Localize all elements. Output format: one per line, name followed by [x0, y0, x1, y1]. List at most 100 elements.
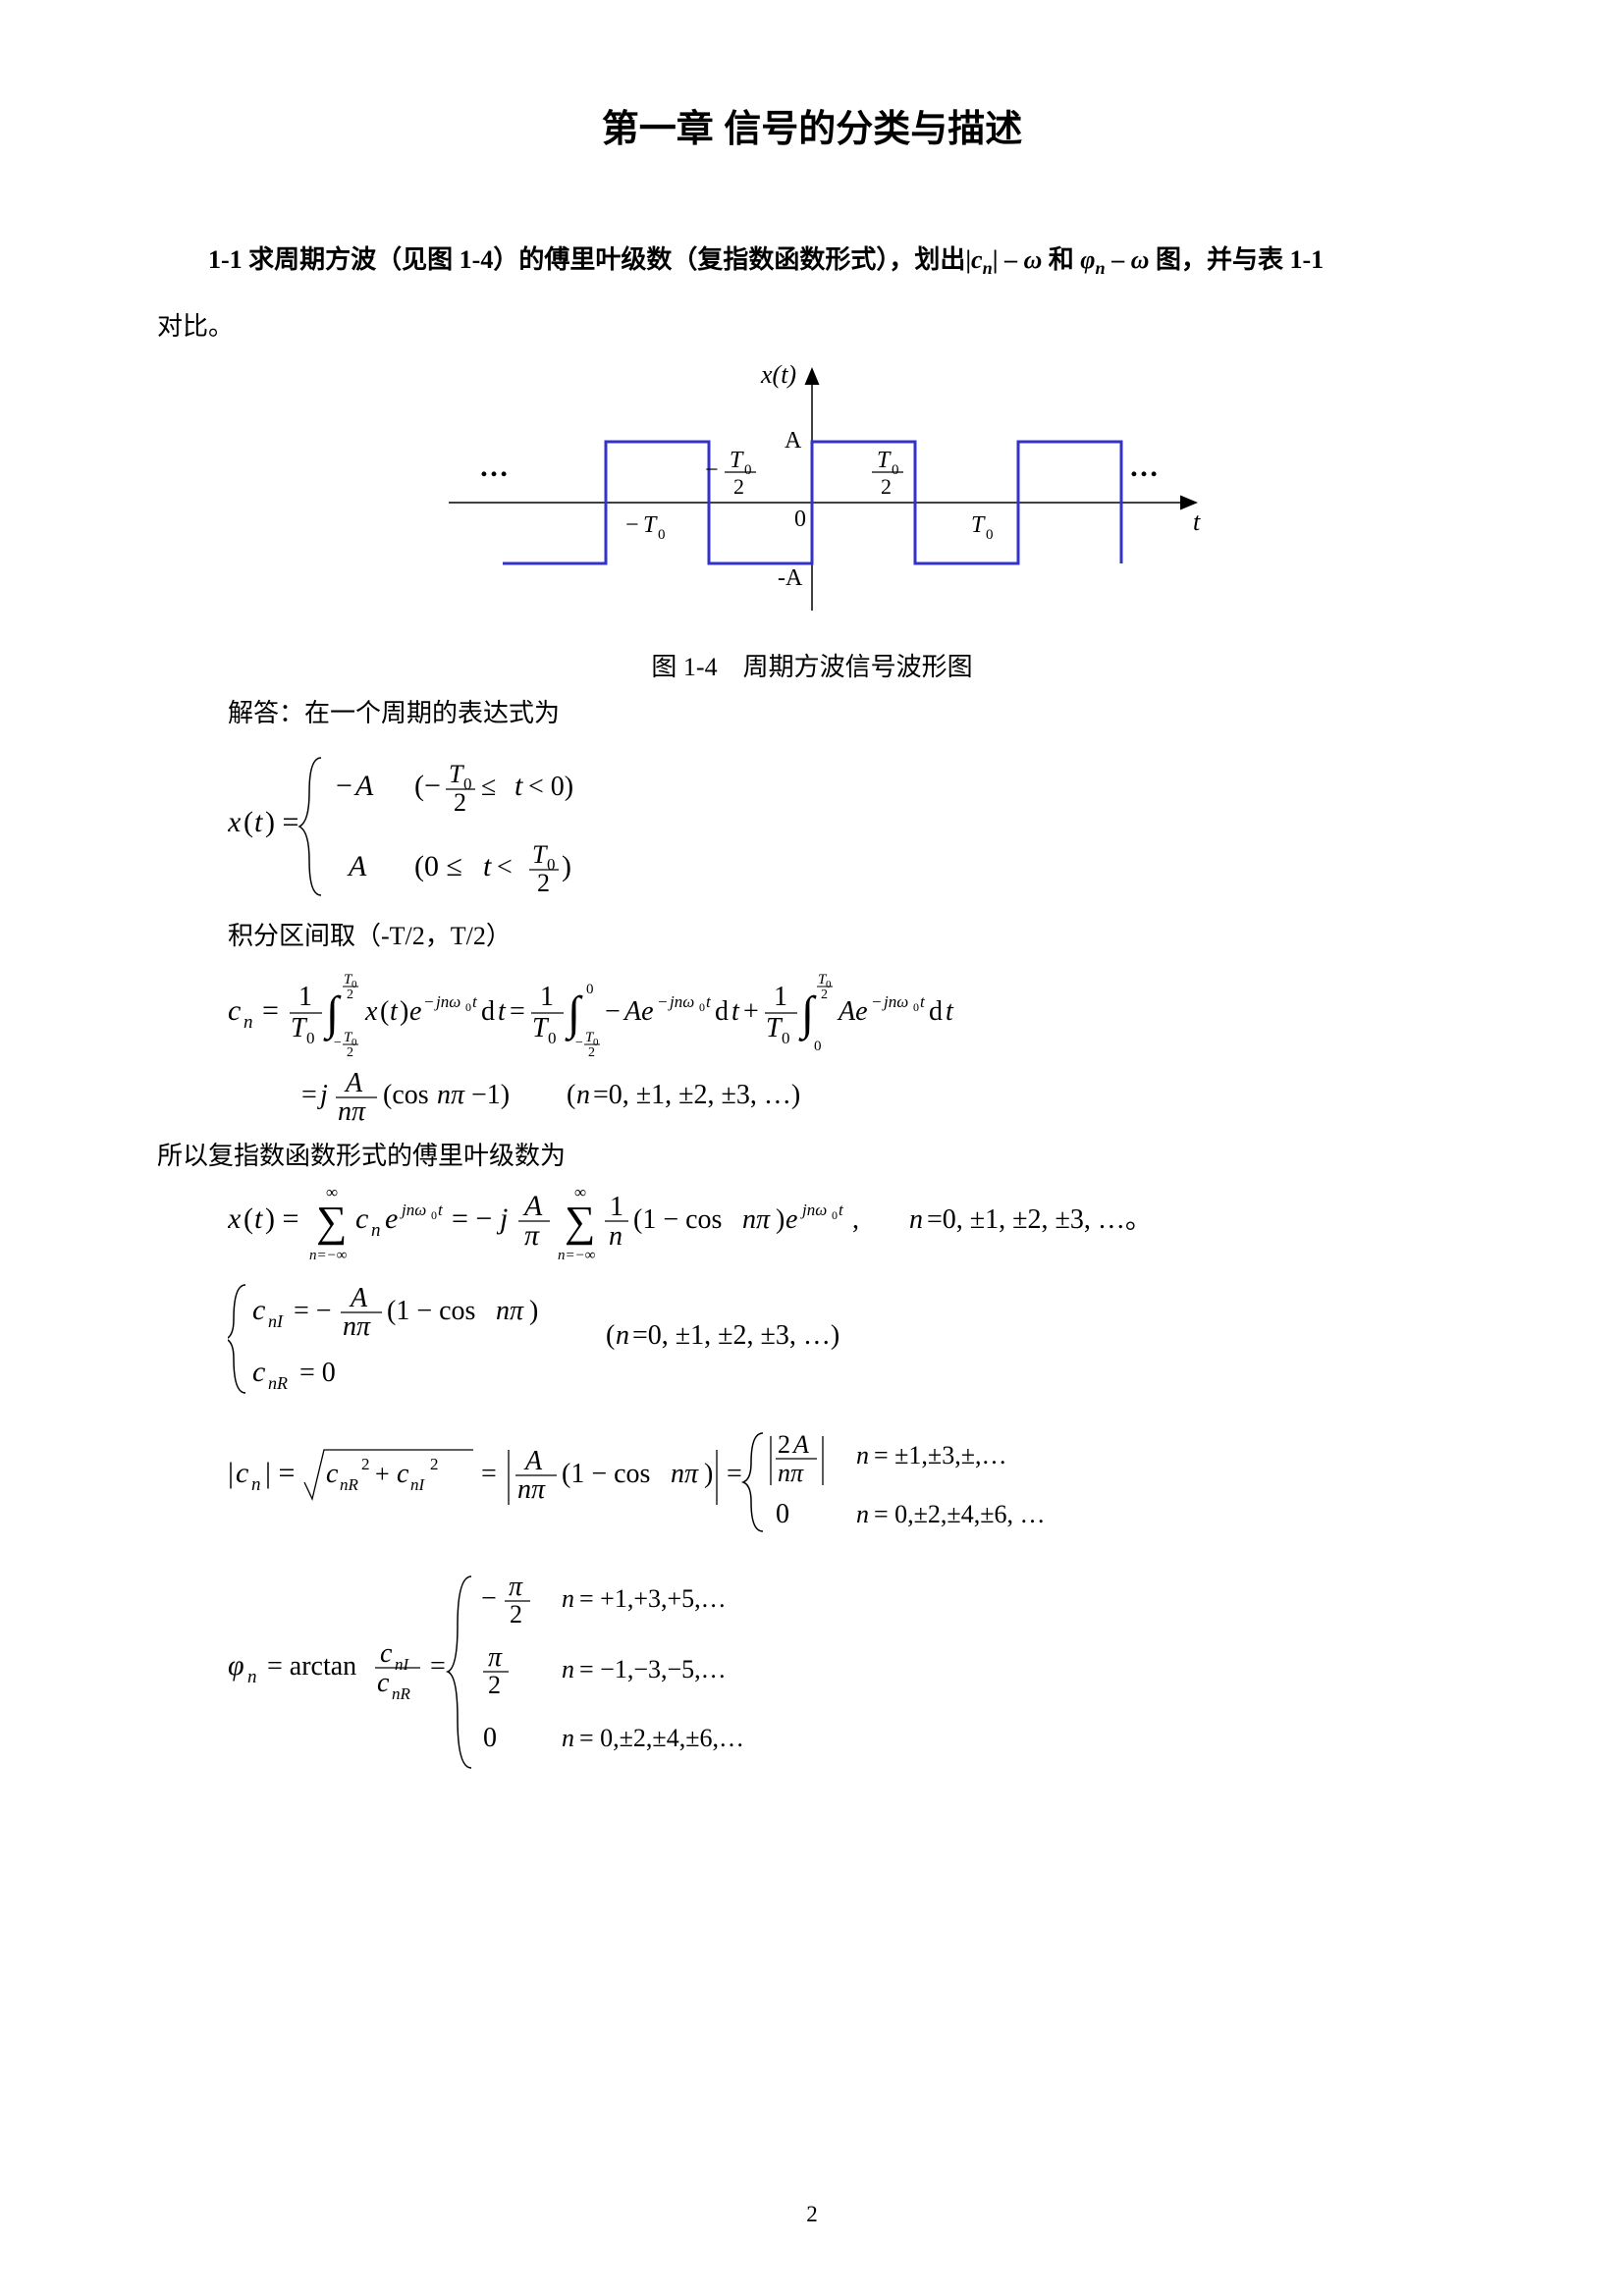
- svg-text:n: n: [244, 1012, 253, 1033]
- svg-text:0: 0: [586, 982, 594, 997]
- svg-text:t: t: [498, 996, 507, 1027]
- svg-text:2: 2: [510, 1600, 522, 1629]
- svg-text:=0, ±1, ±2, ±3, …): =0, ±1, ±2, ±3, …): [632, 1320, 839, 1351]
- svg-text:A: A: [791, 1430, 809, 1459]
- svg-text:t: t: [706, 992, 712, 1011]
- svg-text:=0, ±1, ±2, ±3, …。: =0, ±1, ±2, ±3, …。: [927, 1204, 1153, 1235]
- svg-text:−: −: [625, 512, 639, 538]
- svg-text:∑: ∑: [565, 1198, 595, 1246]
- svg-text:0: 0: [483, 1723, 497, 1753]
- svg-text:x: x: [228, 1202, 242, 1235]
- svg-text:=: =: [301, 1080, 317, 1110]
- svg-text:(: (: [567, 1080, 575, 1110]
- conclusion-line: 所以复指数函数形式的傅里叶级数为: [157, 1136, 1467, 1172]
- svg-text:n: n: [371, 1220, 381, 1241]
- svg-text:0: 0: [658, 527, 666, 543]
- svg-text:0: 0: [548, 1029, 557, 1047]
- svg-text:A: A: [522, 1190, 543, 1222]
- svg-text:1: 1: [774, 982, 787, 1012]
- svg-text:∞: ∞: [574, 1183, 586, 1201]
- eq-cnI-cnR: cnI = − A nπ (1 − cos nπ) cnR = 0 (n=0, …: [228, 1275, 1467, 1410]
- svg-text:< 0): < 0): [528, 772, 573, 802]
- svg-text:=0, ±1, ±2, ±3, …): =0, ±1, ±2, ±3, …): [593, 1080, 800, 1110]
- svg-text:): ): [776, 1204, 785, 1235]
- svg-text:t: t: [514, 770, 523, 802]
- svg-text:+: +: [375, 1460, 390, 1488]
- svg-text:|: |: [228, 1457, 234, 1489]
- svg-text:2: 2: [733, 474, 744, 499]
- svg-text:n: n: [251, 1474, 261, 1495]
- svg-text:≤: ≤: [481, 772, 496, 802]
- figure-caption: 图 1-4 周期方波信号波形图: [157, 647, 1467, 683]
- svg-text:2: 2: [588, 1045, 595, 1060]
- svg-text:nπ: nπ: [343, 1311, 371, 1342]
- svg-text:= 0: = 0: [299, 1358, 336, 1388]
- svg-text:,: ,: [852, 1204, 887, 1235]
- svg-text:nπ: nπ: [437, 1080, 465, 1110]
- svg-text:t: t: [254, 806, 263, 838]
- svg-text:): ): [704, 1459, 713, 1489]
- svg-text:nπ: nπ: [671, 1459, 699, 1489]
- svg-text:=: =: [727, 1459, 742, 1489]
- svg-text:Ae: Ae: [837, 996, 868, 1027]
- svg-text:t: t: [731, 996, 740, 1027]
- svg-text:0: 0: [699, 1000, 705, 1014]
- eq-piecewise: x ( t ) = −A (− T0 2 ≤ t < 0) A (0 ≤ t <…: [228, 738, 1467, 912]
- svg-text:c: c: [377, 1668, 390, 1698]
- svg-text:nR: nR: [340, 1475, 359, 1494]
- svg-text:2: 2: [347, 988, 353, 1002]
- svg-text:2: 2: [881, 474, 892, 499]
- svg-text:x: x: [364, 996, 378, 1027]
- svg-text:0: 0: [776, 1499, 789, 1529]
- svg-text:−: −: [705, 457, 719, 483]
- svg-text:Ae: Ae: [623, 996, 654, 1027]
- svg-text:nR: nR: [392, 1684, 411, 1703]
- svg-text:nI: nI: [268, 1311, 284, 1331]
- svg-text:n: n: [576, 1080, 590, 1110]
- svg-text:0: 0: [306, 1029, 315, 1047]
- svg-text:= −: = −: [452, 1202, 492, 1235]
- page-number: 2: [0, 2202, 1624, 2227]
- cn-var: c: [971, 245, 983, 274]
- svg-text:2: 2: [488, 1671, 501, 1699]
- svg-text:jnω: jnω: [882, 992, 908, 1011]
- svg-text:(1 − cos: (1 − cos: [387, 1296, 475, 1326]
- svg-text:1: 1: [610, 1192, 623, 1222]
- svg-text:−: −: [872, 992, 882, 1011]
- svg-text:π: π: [488, 1642, 503, 1673]
- svg-text:e: e: [409, 996, 421, 1027]
- omega2: ω: [1131, 245, 1150, 274]
- svg-text:2: 2: [361, 1455, 370, 1473]
- svg-text:) =: ) =: [265, 806, 298, 838]
- svg-text:t: t: [1193, 507, 1201, 536]
- svg-text:): ): [529, 1296, 538, 1326]
- svg-text:nπ: nπ: [742, 1204, 771, 1235]
- svg-text:T: T: [449, 760, 464, 788]
- svg-text:e: e: [785, 1204, 797, 1235]
- svg-text:T: T: [532, 840, 548, 869]
- svg-text:nπ: nπ: [517, 1474, 546, 1505]
- svg-text:0: 0: [832, 1208, 838, 1222]
- svg-text:2: 2: [778, 1430, 790, 1459]
- svg-text:nπ: nπ: [338, 1096, 366, 1123]
- svg-text:∫: ∫: [565, 988, 583, 1041]
- svg-text:−: −: [481, 1583, 497, 1614]
- svg-text:π: π: [524, 1219, 540, 1252]
- svg-text:nπ: nπ: [496, 1296, 524, 1326]
- svg-text:−1): −1): [471, 1080, 510, 1110]
- svg-text:A: A: [347, 850, 367, 882]
- svg-text:t: t: [920, 992, 926, 1011]
- svg-text:) =: ) =: [265, 1202, 298, 1235]
- svg-text:j: j: [496, 1202, 508, 1235]
- mid3: –: [1106, 245, 1131, 274]
- svg-text:2: 2: [430, 1455, 439, 1473]
- svg-text:0: 0: [794, 507, 806, 532]
- mid2: 和: [1042, 245, 1080, 274]
- svg-text:x(t): x(t): [760, 360, 796, 389]
- svg-text:nR: nR: [268, 1373, 288, 1393]
- svg-text:−: −: [605, 996, 621, 1027]
- eq-fourier-series: x(t) = ∑ n=−∞ ∞ cn e jnω0t = −j A π ∑ n=…: [228, 1176, 1467, 1271]
- svg-text:(: (: [380, 996, 389, 1027]
- svg-text:1: 1: [540, 982, 554, 1012]
- phi: φ: [1080, 245, 1095, 274]
